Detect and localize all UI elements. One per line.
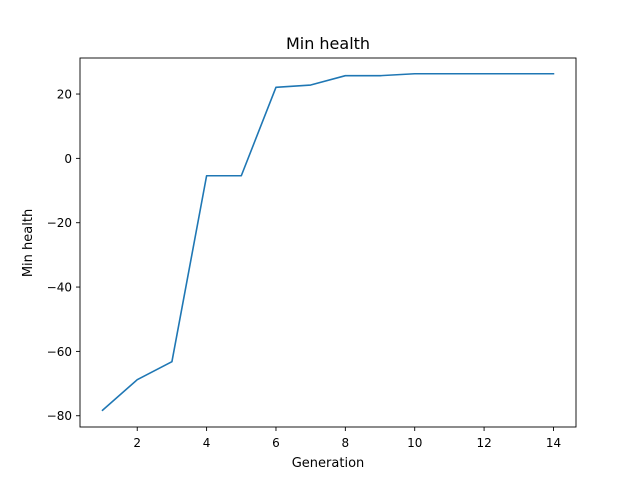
chart-title: Min health — [286, 34, 370, 53]
y-tick-label: −20 — [47, 216, 72, 230]
x-axis-ticks: 2 4 6 8 10 12 14 — [133, 427, 561, 450]
x-tick-label: 2 — [133, 436, 141, 450]
y-tick-label: 0 — [64, 152, 72, 166]
x-tick-label: 6 — [272, 436, 280, 450]
x-tick-label: 8 — [342, 436, 350, 450]
series-line-0 — [101, 72, 555, 412]
y-axis-label: Min health — [21, 209, 36, 277]
y-tick-label: −40 — [47, 281, 72, 295]
y-axis-ticks: −80 −60 −40 −20 0 20 — [47, 88, 80, 423]
x-axis-label: Generation — [292, 456, 365, 471]
x-tick-label: 12 — [476, 436, 491, 450]
y-tick-label: −60 — [47, 345, 72, 359]
x-tick-label: 10 — [407, 436, 422, 450]
y-tick-label: 20 — [57, 88, 72, 102]
axes-frame — [79, 57, 577, 428]
x-tick-label: 14 — [546, 436, 561, 450]
x-tick-label: 4 — [203, 436, 211, 450]
y-tick-label: −80 — [47, 409, 72, 423]
plot-area — [79, 57, 577, 428]
